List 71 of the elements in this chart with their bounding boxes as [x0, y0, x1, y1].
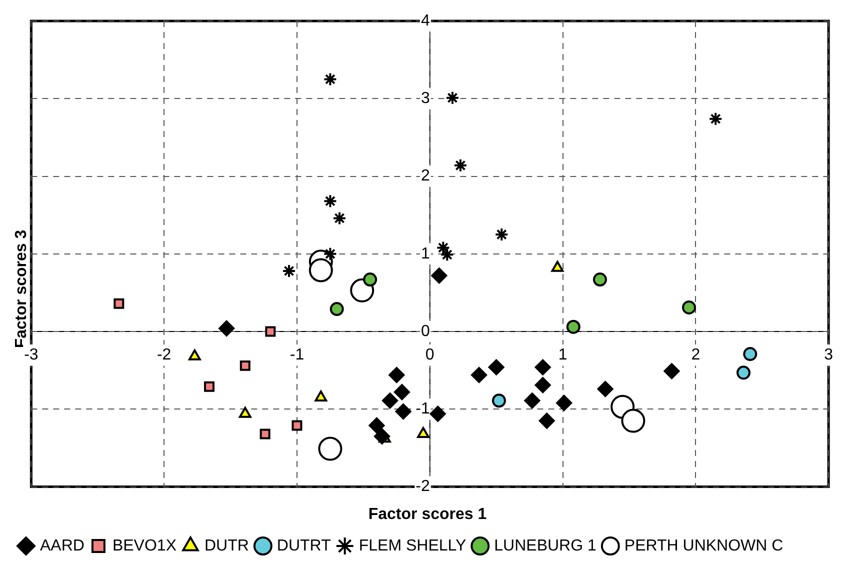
legend-label: AARD — [40, 537, 84, 554]
point — [743, 347, 758, 362]
point — [394, 384, 410, 400]
point — [417, 427, 430, 438]
point — [471, 367, 488, 384]
point — [453, 158, 468, 172]
point — [114, 298, 124, 309]
point — [708, 112, 723, 126]
point — [332, 211, 347, 226]
y-tick-label: -2 — [416, 478, 430, 496]
x-tick-label: 2 — [691, 346, 700, 364]
point — [388, 367, 405, 384]
point — [330, 302, 344, 316]
point — [374, 428, 390, 444]
point — [538, 412, 555, 429]
x-tick-label: -1 — [290, 346, 304, 364]
x-tick-label: 3 — [824, 346, 834, 364]
point — [350, 278, 374, 302]
x-tick-label: 1 — [558, 346, 568, 364]
y-tick-label: 4 — [420, 12, 430, 30]
point — [534, 377, 551, 394]
y-axis-title: Factor scores 3 — [13, 230, 30, 348]
point — [524, 392, 540, 409]
point — [431, 268, 448, 284]
point — [492, 394, 506, 408]
point — [430, 406, 446, 422]
point — [265, 326, 276, 337]
point — [664, 363, 680, 380]
legend-label: DUTR — [204, 537, 249, 554]
point — [445, 90, 460, 105]
point — [260, 428, 270, 440]
point — [318, 436, 342, 461]
point — [682, 300, 696, 314]
y-tick-label: 1 — [420, 245, 430, 262]
point — [488, 359, 504, 376]
point — [240, 360, 250, 371]
point — [314, 390, 328, 402]
x-axis-title: Factor scores 1 — [368, 506, 487, 523]
point — [534, 359, 551, 376]
x-tick-label: -2 — [156, 346, 172, 364]
point — [566, 320, 580, 334]
point — [494, 227, 509, 242]
point — [323, 72, 338, 86]
legend-label: PERTH UNKNOWN C — [624, 537, 784, 554]
point — [204, 381, 215, 392]
point — [188, 349, 201, 360]
point — [368, 417, 385, 434]
point — [556, 394, 572, 411]
point — [736, 366, 750, 380]
point — [323, 246, 338, 261]
y-tick-label: 3 — [420, 90, 430, 108]
point — [308, 258, 333, 282]
point — [282, 264, 296, 278]
point — [621, 408, 646, 433]
y-tick-label: 2 — [420, 168, 430, 185]
point — [238, 406, 252, 418]
y-tick-label: 0 — [420, 322, 430, 340]
x-tick-label: -3 — [24, 346, 38, 364]
point — [363, 272, 378, 287]
point — [395, 403, 412, 420]
point — [323, 194, 338, 208]
legend-label: DUTRT — [276, 537, 332, 554]
y-tick-label: -1 — [416, 400, 430, 418]
point — [218, 320, 235, 336]
legend-label: BEVO1X — [112, 537, 177, 554]
point — [597, 380, 614, 397]
point — [382, 392, 398, 409]
point — [292, 420, 302, 431]
legend-label: FLEM SHELLY — [358, 537, 466, 554]
legend-label: LUNEBURG 1 — [494, 537, 596, 554]
point — [592, 272, 607, 287]
